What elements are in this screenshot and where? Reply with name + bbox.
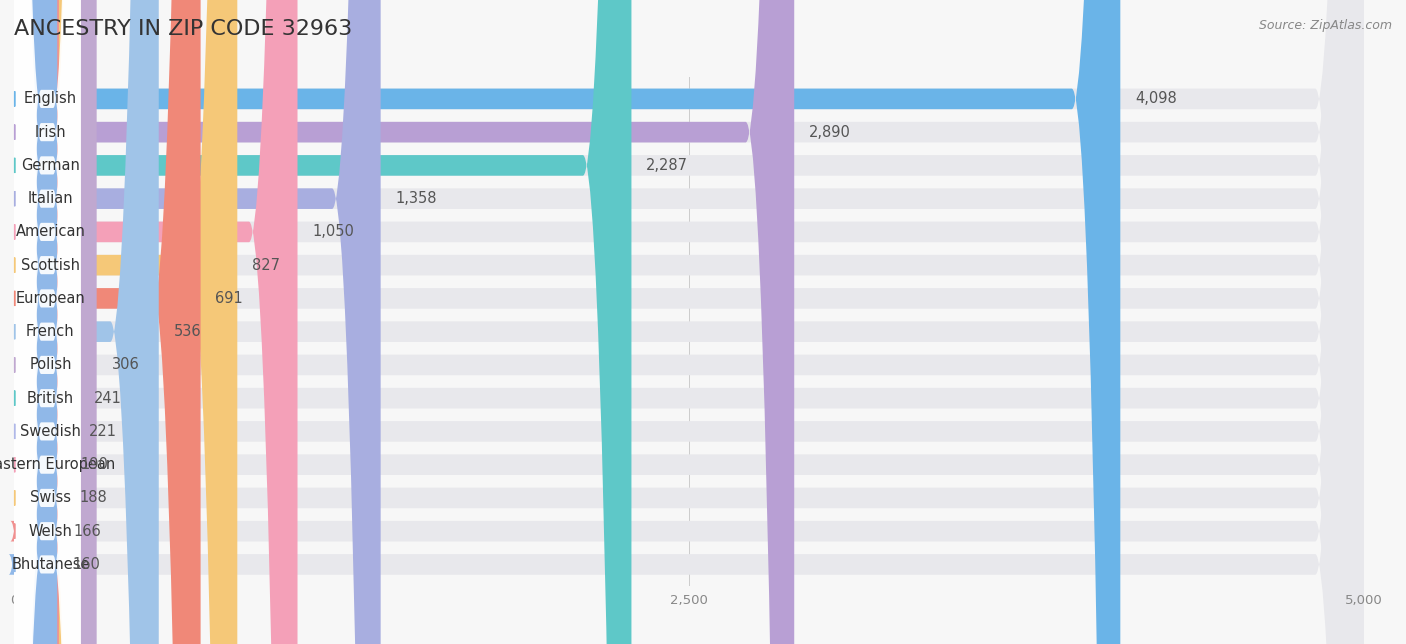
Text: 241: 241 [94,391,122,406]
FancyBboxPatch shape [14,0,1364,644]
FancyBboxPatch shape [14,0,80,644]
FancyBboxPatch shape [14,0,1364,644]
FancyBboxPatch shape [14,0,159,644]
FancyBboxPatch shape [14,0,238,644]
Text: 190: 190 [80,457,108,472]
FancyBboxPatch shape [14,0,73,644]
FancyBboxPatch shape [14,0,1364,644]
Text: French: French [27,324,75,339]
Text: Source: ZipAtlas.com: Source: ZipAtlas.com [1258,19,1392,32]
Text: 160: 160 [72,557,100,572]
Text: Polish: Polish [30,357,72,372]
Text: 536: 536 [173,324,201,339]
Text: Eastern European: Eastern European [0,457,115,472]
Text: 827: 827 [252,258,280,272]
FancyBboxPatch shape [14,0,80,644]
FancyBboxPatch shape [14,0,80,644]
FancyBboxPatch shape [14,0,1364,644]
FancyBboxPatch shape [10,0,63,644]
FancyBboxPatch shape [14,0,80,644]
Text: European: European [15,291,86,306]
Text: Scottish: Scottish [21,258,80,272]
FancyBboxPatch shape [14,0,381,644]
FancyBboxPatch shape [14,0,80,644]
FancyBboxPatch shape [14,0,80,644]
FancyBboxPatch shape [14,0,1364,644]
Text: Swedish: Swedish [20,424,82,439]
Text: Italian: Italian [28,191,73,206]
Text: 2,287: 2,287 [647,158,689,173]
Text: Irish: Irish [35,125,66,140]
FancyBboxPatch shape [14,0,80,644]
FancyBboxPatch shape [14,0,80,644]
Text: Swiss: Swiss [30,491,70,506]
Text: 221: 221 [89,424,117,439]
FancyBboxPatch shape [14,0,80,644]
FancyBboxPatch shape [14,0,80,644]
FancyBboxPatch shape [14,0,80,644]
FancyBboxPatch shape [14,0,201,644]
Text: 4,098: 4,098 [1135,91,1177,106]
FancyBboxPatch shape [14,0,80,644]
FancyBboxPatch shape [14,0,298,644]
FancyBboxPatch shape [14,0,1121,644]
FancyBboxPatch shape [14,0,1364,644]
FancyBboxPatch shape [14,0,1364,644]
Text: 2,890: 2,890 [808,125,851,140]
FancyBboxPatch shape [14,0,1364,644]
FancyBboxPatch shape [8,0,63,644]
Text: German: German [21,158,80,173]
Text: American: American [15,224,86,240]
Text: 1,358: 1,358 [395,191,437,206]
FancyBboxPatch shape [14,0,1364,644]
Text: Welsh: Welsh [28,524,72,538]
Text: 166: 166 [73,524,101,538]
FancyBboxPatch shape [14,0,1364,644]
FancyBboxPatch shape [14,0,1364,644]
FancyBboxPatch shape [14,0,97,644]
Text: English: English [24,91,77,106]
FancyBboxPatch shape [14,0,80,644]
Text: 306: 306 [111,357,139,372]
FancyBboxPatch shape [14,0,79,644]
Text: Bhutanese: Bhutanese [11,557,90,572]
Text: 1,050: 1,050 [312,224,354,240]
Text: 691: 691 [215,291,243,306]
FancyBboxPatch shape [14,0,1364,644]
FancyBboxPatch shape [14,0,65,644]
FancyBboxPatch shape [14,0,65,644]
FancyBboxPatch shape [14,0,80,644]
FancyBboxPatch shape [14,0,794,644]
FancyBboxPatch shape [14,0,80,644]
Text: British: British [27,391,75,406]
FancyBboxPatch shape [14,0,1364,644]
Text: 188: 188 [80,491,107,506]
FancyBboxPatch shape [14,0,1364,644]
FancyBboxPatch shape [14,0,631,644]
Text: ANCESTRY IN ZIP CODE 32963: ANCESTRY IN ZIP CODE 32963 [14,19,353,39]
FancyBboxPatch shape [14,0,1364,644]
